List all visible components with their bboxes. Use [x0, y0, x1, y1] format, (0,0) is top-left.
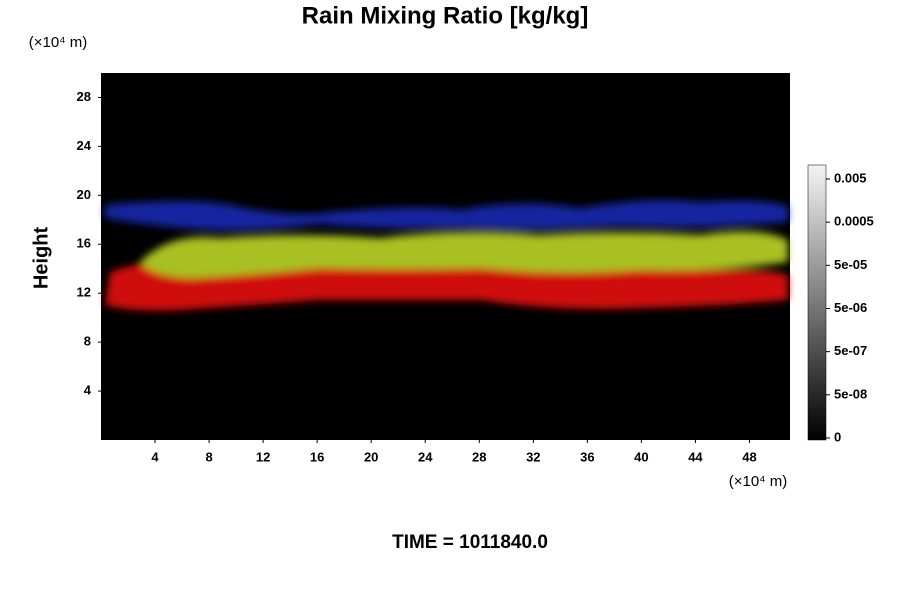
y-tick-label: 12: [77, 285, 91, 300]
x-tick-label: 32: [526, 449, 540, 464]
y-unit: (×10⁴ m): [29, 34, 88, 51]
y-tick-label: 8: [84, 334, 91, 349]
chart-title: Rain Mixing Ratio [kg/kg]: [302, 2, 589, 29]
colorbar-tick-label: 0.0005: [834, 214, 874, 229]
x-tick-label: 8: [205, 449, 212, 464]
x-tick-label: 48: [742, 449, 756, 464]
x-unit: (×10⁴ m): [729, 473, 788, 490]
x-tick-label: 28: [472, 449, 486, 464]
x-tick-label: 16: [310, 449, 324, 464]
x-tick-label: 40: [634, 449, 648, 464]
y-tick-label: 28: [77, 89, 91, 104]
y-axis-title: Height: [30, 227, 52, 290]
volume-render: [105, 200, 788, 311]
x-tick-label: 24: [418, 449, 433, 464]
colorbar-tick-label: 5e-06: [834, 300, 867, 315]
x-tick-label: 4: [151, 449, 159, 464]
colorbar-tick-label: 0: [834, 429, 841, 444]
y-tick-label: 4: [84, 383, 92, 398]
colorbar: [807, 164, 827, 441]
y-tick-label: 20: [77, 187, 91, 202]
time-label: TIME = 1011840.0: [392, 532, 548, 553]
x-tick-label: 12: [256, 449, 270, 464]
colorbar-tick-label: 0.005: [834, 170, 867, 185]
x-tick-label: 20: [364, 449, 378, 464]
x-tick-label: 44: [688, 449, 703, 464]
colorbar-tick-label: 5e-07: [834, 343, 867, 358]
y-tick-label: 24: [77, 138, 92, 153]
y-tick-label: 16: [77, 236, 91, 251]
colorbar-tick-label: 5e-05: [834, 257, 867, 272]
x-tick-label: 36: [580, 449, 594, 464]
colorbar-tick-label: 5e-08: [834, 386, 867, 401]
